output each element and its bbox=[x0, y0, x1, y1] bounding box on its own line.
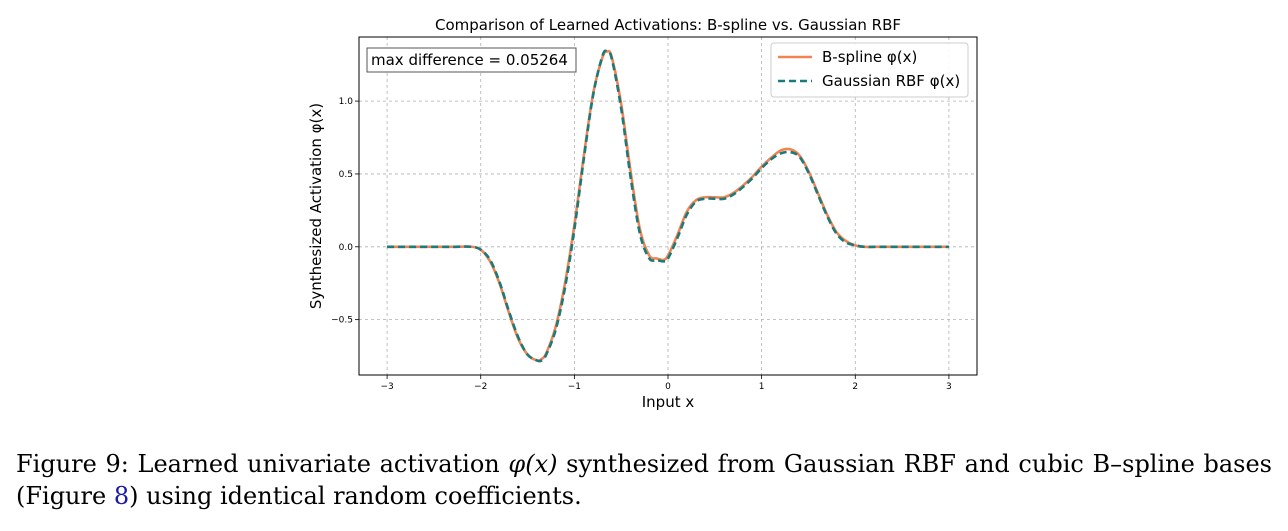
series-layer bbox=[387, 49, 949, 363]
annotation-text: max difference = 0.05264 bbox=[371, 51, 568, 69]
x-tick-label: −1 bbox=[568, 382, 581, 392]
legend: B-spline φ(x) Gaussian RBF φ(x) bbox=[770, 42, 969, 98]
x-tick-label: −3 bbox=[380, 382, 393, 392]
y-tick-label: 0.5 bbox=[339, 170, 353, 180]
x-tick-label: 1 bbox=[759, 382, 765, 392]
legend-label-gaussian: Gaussian RBF φ(x) bbox=[822, 72, 960, 90]
y-tick-label: −0.5 bbox=[331, 316, 353, 326]
annotation-box: max difference = 0.05264 bbox=[366, 47, 577, 73]
caption-middle: synthesized from Gaussian RBF and cubic … bbox=[16, 450, 1272, 510]
y-tick-label: 1.0 bbox=[339, 97, 354, 107]
series-line-gaussian bbox=[387, 49, 949, 363]
y-tick-label: 0.0 bbox=[339, 243, 354, 253]
caption-figure-link[interactable]: 8 bbox=[113, 482, 130, 510]
figure-caption: Figure 9: Learned univariate activation … bbox=[16, 448, 1272, 512]
x-tick-label: 2 bbox=[852, 382, 858, 392]
x-tick-label: −2 bbox=[474, 382, 487, 392]
caption-suffix: ) using identical random coefficients. bbox=[129, 482, 582, 510]
x-tick-label: 0 bbox=[665, 382, 671, 392]
axis-ticks: −3 −2 −1 0 1 2 3 −0.5 0.0 0.5 1.0 bbox=[331, 97, 952, 392]
chart-title: Comparison of Learned Activations: B-spl… bbox=[435, 16, 901, 34]
x-axis-label: Input x bbox=[642, 393, 695, 411]
x-tick-label: 3 bbox=[946, 382, 952, 392]
caption-prefix: Figure 9: Learned univariate activation bbox=[16, 450, 509, 478]
caption-math: φ(x) bbox=[508, 450, 558, 478]
legend-label-bspline: B-spline φ(x) bbox=[822, 48, 917, 66]
y-axis-label: Synthesized Activation φ(x) bbox=[307, 103, 325, 309]
chart: −3 −2 −1 0 1 2 3 −0.5 0.0 0.5 1.0 Comparison of Le… bbox=[307, 16, 978, 411]
